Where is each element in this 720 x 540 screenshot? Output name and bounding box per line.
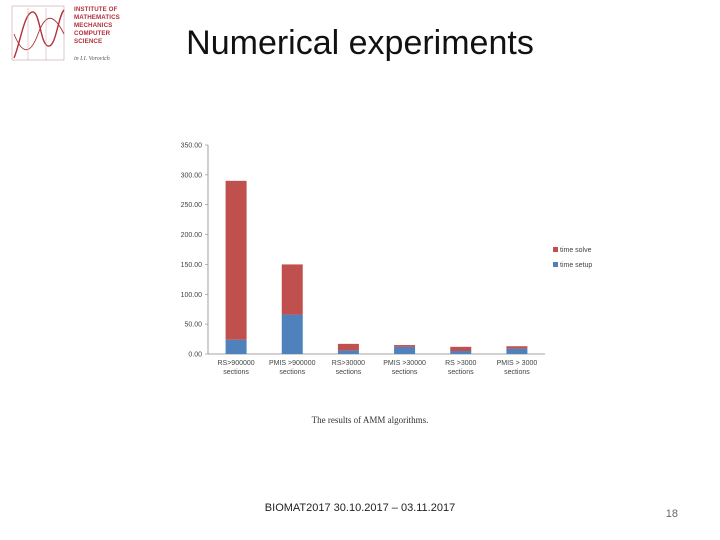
bar-time-setup xyxy=(337,350,359,354)
legend-swatch xyxy=(553,262,558,267)
logo-graph-icon xyxy=(11,5,65,61)
x-category-label: sections xyxy=(392,369,418,376)
bar-time-solve xyxy=(394,345,416,347)
y-tick-label: 50.00 xyxy=(184,322,202,329)
x-category-label: sections xyxy=(448,369,474,376)
y-tick-label: 250.00 xyxy=(181,202,203,209)
y-tick-label: 150.00 xyxy=(181,262,203,269)
y-tick-label: 350.00 xyxy=(181,143,203,150)
bar-time-setup xyxy=(281,314,303,354)
logo-text: INSTITUTE OF MATHEMATICS MECHANICS COMPU… xyxy=(74,6,120,46)
bar-time-solve xyxy=(450,346,472,352)
logo-line: MATHEMATICS xyxy=(74,14,120,21)
slide-footer: BIOMAT2017 30.10.2017 – 03.11.2017 xyxy=(264,502,456,514)
bar-time-setup xyxy=(450,351,472,354)
bar-time-solve xyxy=(281,264,303,315)
institute-logo: INSTITUTE OF MATHEMATICS MECHANICS COMPU… xyxy=(10,4,140,64)
y-tick-label: 200.00 xyxy=(181,232,203,239)
y-tick-label: 300.00 xyxy=(181,172,203,179)
x-category-label: PMIS >30000 xyxy=(383,360,426,367)
x-category-label: RS>900000 xyxy=(217,360,254,367)
y-tick-label: 0.00 xyxy=(188,352,202,359)
x-category-label: PMIS >900000 xyxy=(269,360,316,367)
bar-time-solve xyxy=(506,346,528,349)
x-category-label: sections xyxy=(279,369,305,376)
legend-label: time setup xyxy=(560,262,592,269)
legend-swatch xyxy=(553,247,558,252)
bar-time-solve xyxy=(225,180,247,340)
chart-caption: The results of AMM algorithms. xyxy=(311,415,429,425)
logo-line: MECHANICS xyxy=(74,22,113,29)
logo-subtitle: in I.I. Vorovich xyxy=(74,56,110,62)
bar-time-setup xyxy=(506,348,528,354)
x-category-label: sections xyxy=(504,369,530,376)
y-tick-label: 100.00 xyxy=(181,292,203,299)
x-category-label: PMIS > 3000 xyxy=(497,360,538,367)
bar-time-solve xyxy=(337,343,359,351)
logo-line: COMPUTER xyxy=(74,30,111,37)
bar-time-setup xyxy=(225,339,247,354)
logo-line: INSTITUTE OF xyxy=(74,6,118,13)
x-category-label: RS >3000 xyxy=(445,360,476,367)
logo-line: SCIENCE xyxy=(74,38,103,45)
slide-title: Numerical experiments xyxy=(186,24,534,62)
x-category-label: sections xyxy=(336,369,362,376)
x-category-label: sections xyxy=(223,369,249,376)
x-category-label: RS>30000 xyxy=(332,360,365,367)
page-number: 18 xyxy=(665,508,678,520)
legend-label: time solve xyxy=(560,247,592,254)
bar-time-setup xyxy=(394,346,416,354)
